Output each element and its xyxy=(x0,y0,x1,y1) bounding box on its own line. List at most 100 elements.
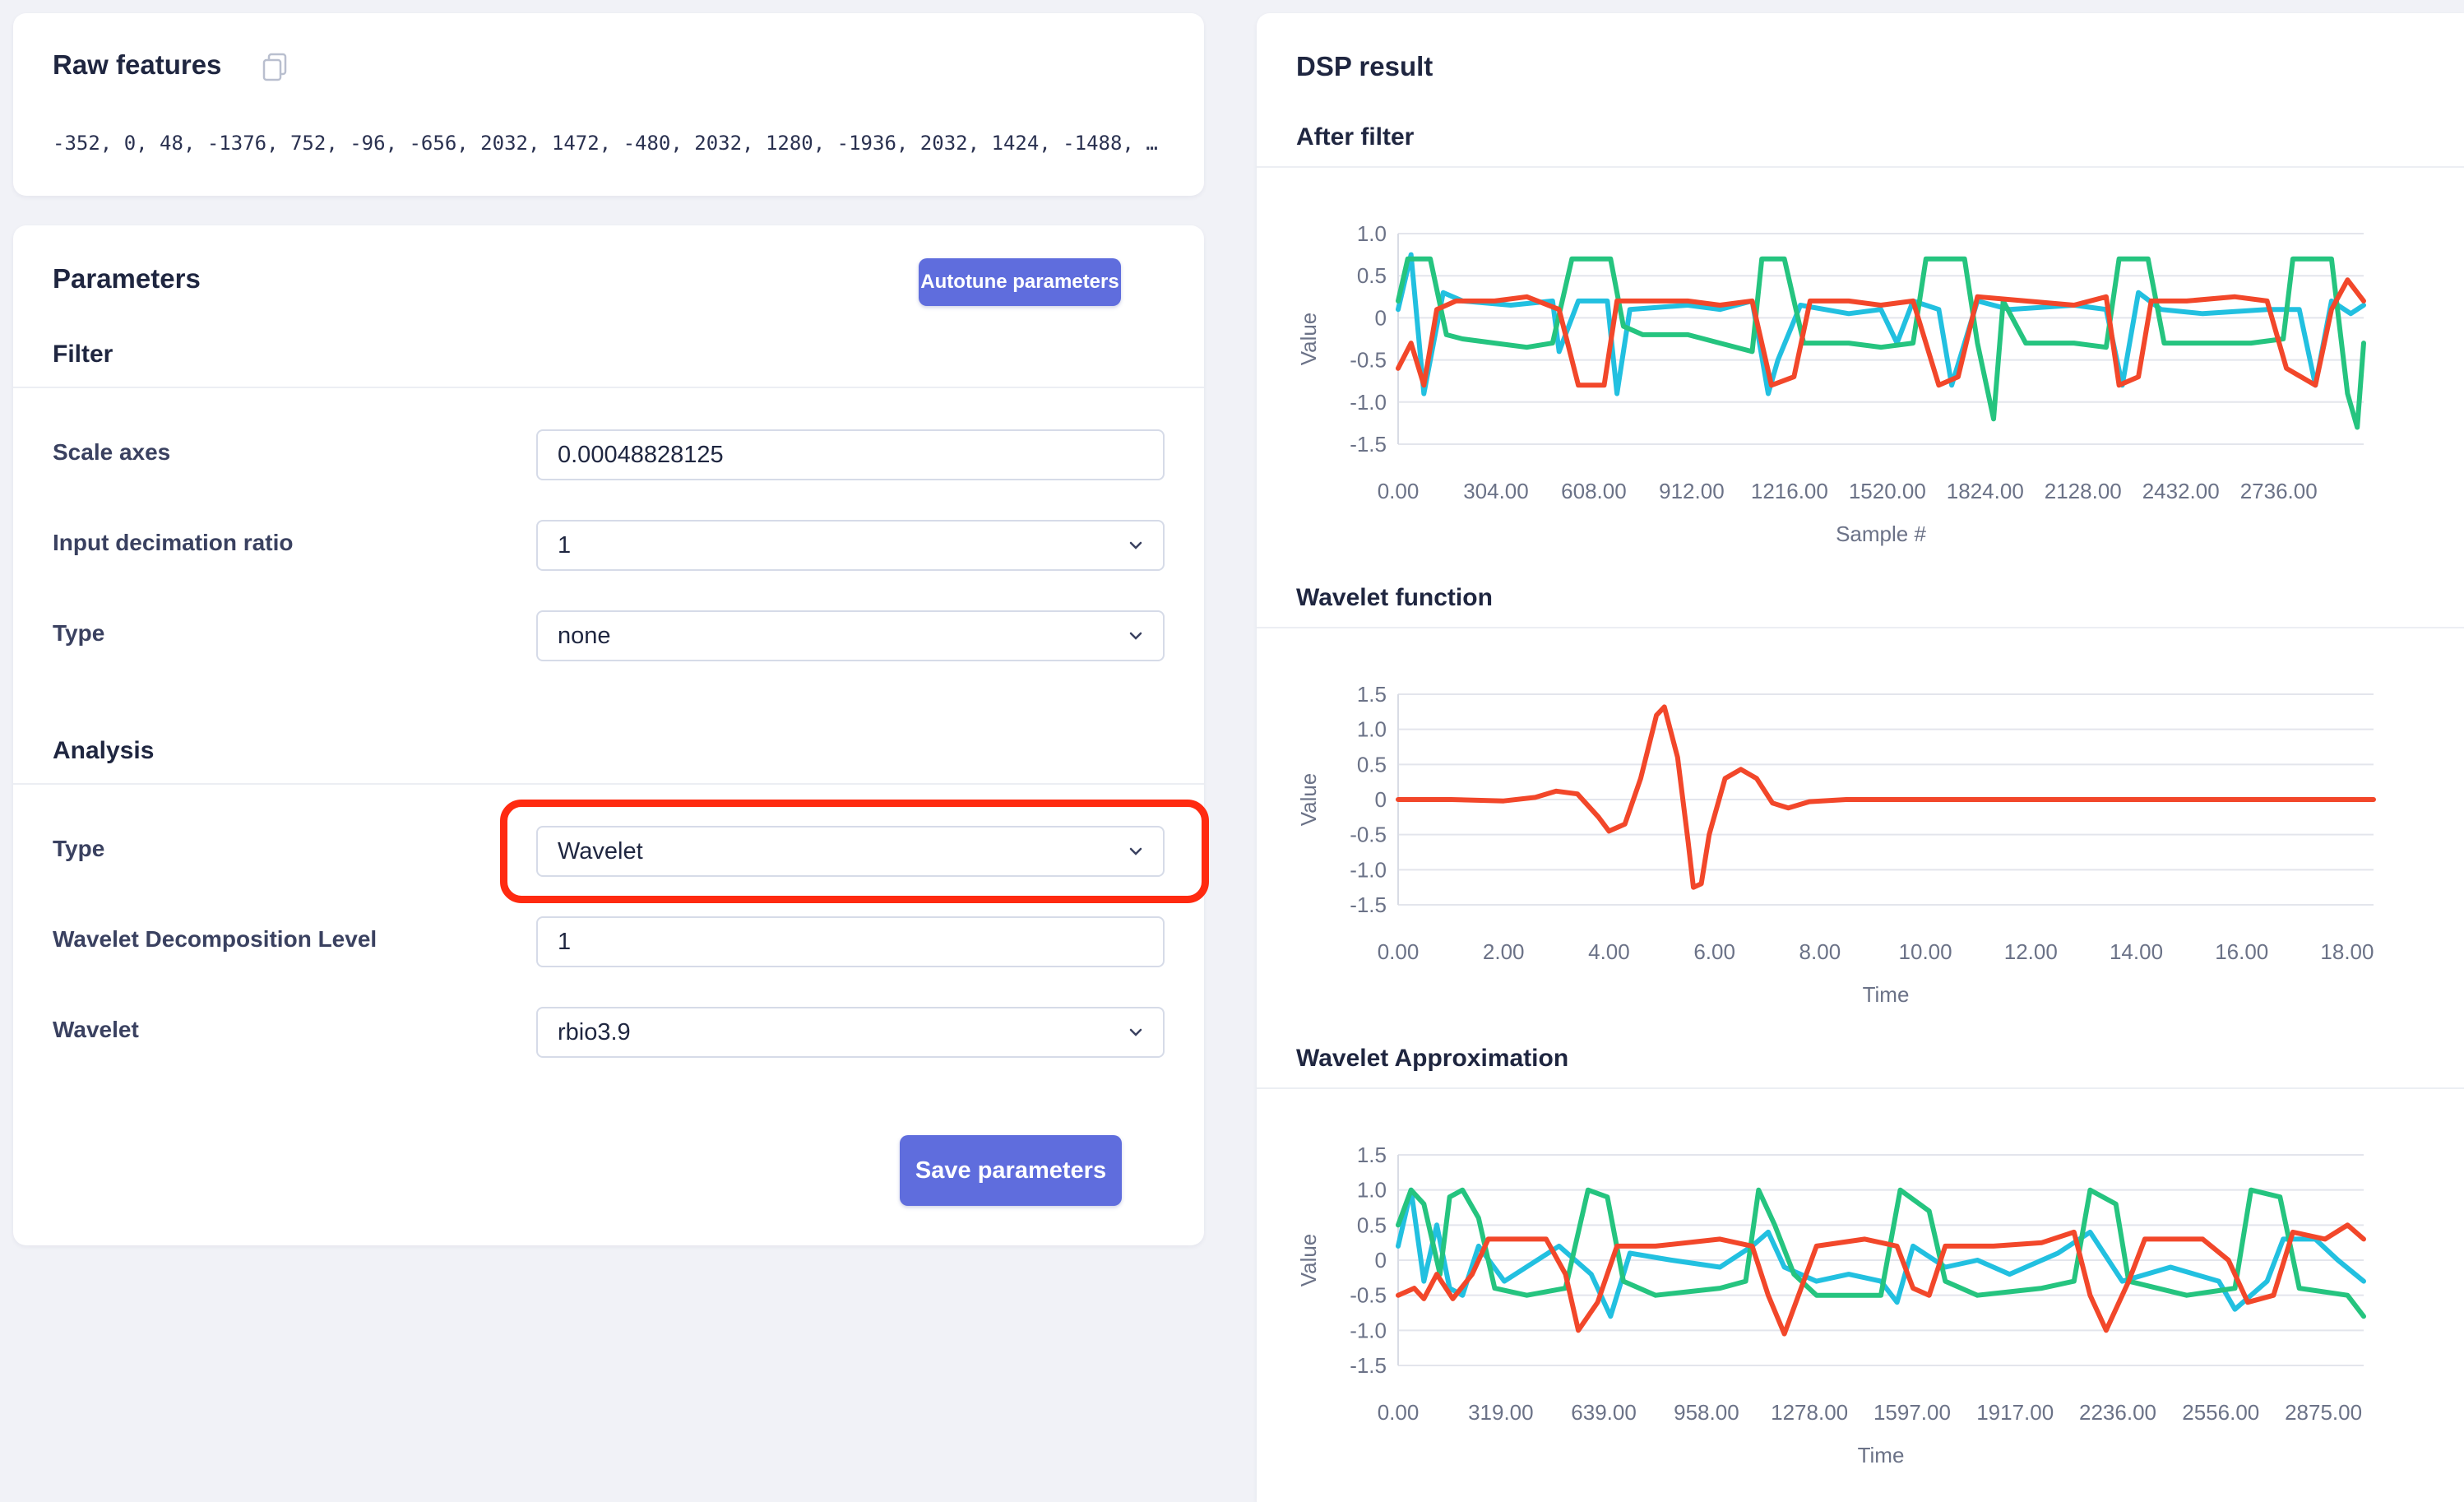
x-tick-label: 1216.00 xyxy=(1751,479,1828,503)
x-tick-label: 1278.00 xyxy=(1771,1400,1848,1425)
x-tick-label: 4.00 xyxy=(1588,939,1630,964)
decimation-select[interactable]: 1 xyxy=(536,520,1165,571)
x-axis-title: Time xyxy=(1863,982,1910,1007)
raw-features-values: -352, 0, 48, -1376, 752, -96, -656, 2032… xyxy=(53,132,1158,155)
parameters-title: Parameters xyxy=(53,263,201,294)
wavelet-approximation-divider xyxy=(1257,1087,2464,1089)
chevron-down-icon xyxy=(1129,632,1142,640)
analysis-type-value: Wavelet xyxy=(558,837,643,865)
x-tick-label: 0.00 xyxy=(1378,1400,1420,1425)
y-tick-label: 0 xyxy=(1375,1248,1387,1273)
y-tick-label: -0.5 xyxy=(1350,1283,1387,1308)
y-tick-label: 1.5 xyxy=(1357,1143,1387,1167)
copy-icon[interactable] xyxy=(262,53,288,82)
scale-axes-label: Scale axes xyxy=(53,439,171,465)
y-axis-title: Value xyxy=(1296,313,1321,366)
y-tick-label: 1.0 xyxy=(1357,717,1387,742)
y-tick-label: 0 xyxy=(1375,305,1387,330)
x-tick-label: 12.00 xyxy=(2004,939,2058,964)
x-tick-label: 10.00 xyxy=(1899,939,1952,964)
x-tick-label: 8.00 xyxy=(1799,939,1841,964)
x-tick-label: 2128.00 xyxy=(2045,479,2122,503)
raw-features-title: Raw features xyxy=(53,49,222,80)
filter-type-label: Type xyxy=(53,620,105,646)
x-tick-label: 2556.00 xyxy=(2182,1400,2259,1425)
x-tick-label: 304.00 xyxy=(1463,479,1529,503)
after-filter-chart: 1.0 0.5 0 -0.5 -1.0 -1.5 0.00 304.00 608.00 912.0… xyxy=(1296,221,2366,546)
dsp-result-card: DSP result After filter 1.0 0.5 0 -0.5 -1.0 -… xyxy=(1257,13,2464,1502)
analysis-divider xyxy=(13,783,1204,785)
y-tick-label: 1.0 xyxy=(1357,1178,1387,1203)
y-tick-label: -1.5 xyxy=(1350,892,1387,917)
x-tick-label: 18.00 xyxy=(2320,939,2374,964)
x-tick-label: 16.00 xyxy=(2215,939,2268,964)
x-tick-label: 1520.00 xyxy=(1849,479,1926,503)
x-tick-label: 1597.00 xyxy=(1873,1400,1951,1425)
series-line xyxy=(1396,1222,2366,1337)
scale-axes-value: 0.00048828125 xyxy=(558,441,724,468)
x-tick-label: 0.00 xyxy=(1378,939,1420,964)
x-axis-title: Time xyxy=(1858,1443,1905,1467)
series-line xyxy=(1396,704,2376,890)
y-tick-label: -0.5 xyxy=(1350,348,1387,373)
x-tick-label: 608.00 xyxy=(1561,479,1627,503)
series-line xyxy=(1396,256,2366,430)
y-tick-label: 1.5 xyxy=(1357,682,1387,707)
wavelet-approximation-title: Wavelet Approximation xyxy=(1296,1045,1569,1072)
x-tick-label: 958.00 xyxy=(1674,1400,1739,1425)
series-line xyxy=(1396,277,2366,388)
wavelet-label: Wavelet xyxy=(53,1017,139,1042)
chevron-down-icon xyxy=(1129,541,1142,549)
chevron-down-icon xyxy=(1129,1028,1142,1036)
x-tick-label: 2736.00 xyxy=(2240,479,2318,503)
y-axis-title: Value xyxy=(1296,1234,1321,1287)
y-tick-label: -1.0 xyxy=(1350,1318,1387,1342)
save-parameters-button[interactable]: Save parameters xyxy=(900,1135,1122,1206)
highlight-annotation xyxy=(500,800,1209,903)
after-filter-divider xyxy=(1257,166,2464,168)
filter-type-value: none xyxy=(558,622,611,649)
x-tick-label: 14.00 xyxy=(2110,939,2163,964)
filter-heading: Filter xyxy=(53,341,113,368)
wavelet-value: rbio3.9 xyxy=(558,1018,631,1045)
x-tick-label: 319.00 xyxy=(1468,1400,1534,1425)
wavelet-function-chart: 1.5 1.0 0.5 0 -0.5 -1.0 -1.5 0.00 2.00 4.00 6.00 8.… xyxy=(1296,682,2376,1007)
decomposition-level-input[interactable]: 1 xyxy=(536,916,1165,967)
x-axis-title: Sample # xyxy=(1836,522,1926,546)
wavelet-function-title: Wavelet function xyxy=(1296,584,1493,611)
analysis-heading: Analysis xyxy=(53,737,155,764)
x-tick-label: 2875.00 xyxy=(2285,1400,2362,1425)
filter-type-select[interactable]: none xyxy=(536,610,1165,661)
autotune-button[interactable]: Autotune parameters xyxy=(919,258,1121,306)
x-tick-label: 639.00 xyxy=(1571,1400,1637,1425)
wavelet-function-divider xyxy=(1257,627,2464,628)
y-tick-label: -0.5 xyxy=(1350,823,1387,847)
y-tick-label: 0.5 xyxy=(1357,1212,1387,1237)
filter-divider xyxy=(13,387,1204,388)
wavelet-select[interactable]: rbio3.9 xyxy=(536,1007,1165,1058)
raw-features-card: Raw features -352, 0, 48, -1376, 752, -9… xyxy=(13,13,1204,196)
analysis-type-label: Type xyxy=(53,836,105,861)
x-tick-label: 0.00 xyxy=(1378,479,1420,503)
y-tick-label: 0 xyxy=(1375,787,1387,812)
series-line xyxy=(1396,1187,2366,1319)
decomposition-level-label: Wavelet Decomposition Level xyxy=(53,926,377,952)
y-tick-label: -1.0 xyxy=(1350,857,1387,882)
y-axis-title: Value xyxy=(1296,773,1321,827)
scale-axes-input[interactable]: 0.00048828125 xyxy=(536,429,1165,480)
y-tick-label: 0.5 xyxy=(1357,263,1387,288)
y-tick-label: -1.0 xyxy=(1350,390,1387,415)
analysis-type-select[interactable]: Wavelet xyxy=(536,826,1165,877)
parameters-card: Parameters Autotune parameters Filter Sc… xyxy=(13,225,1204,1245)
x-tick-label: 2236.00 xyxy=(2079,1400,2156,1425)
y-tick-label: -1.5 xyxy=(1350,1353,1387,1378)
x-tick-label: 1824.00 xyxy=(1947,479,2024,503)
x-tick-label: 6.00 xyxy=(1693,939,1735,964)
decomposition-level-value: 1 xyxy=(558,928,572,955)
y-tick-label: 1.0 xyxy=(1357,221,1387,246)
dsp-result-title: DSP result xyxy=(1296,51,1433,81)
y-tick-label: 0.5 xyxy=(1357,752,1387,776)
x-tick-label: 912.00 xyxy=(1659,479,1725,503)
x-tick-label: 2.00 xyxy=(1483,939,1525,964)
x-tick-label: 1917.00 xyxy=(1976,1400,2054,1425)
